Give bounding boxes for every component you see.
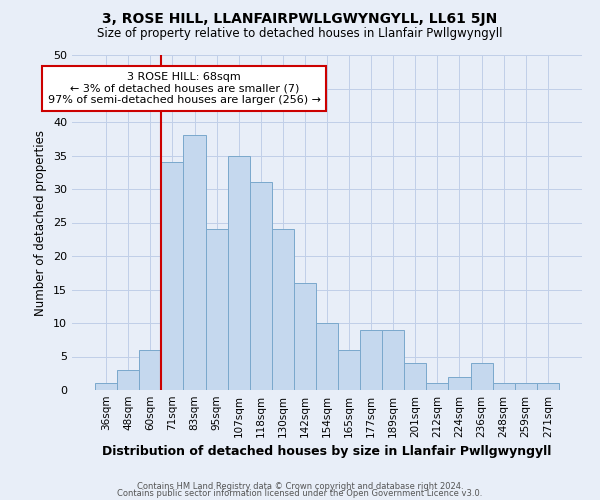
Bar: [382, 330, 404, 390]
Bar: [448, 376, 470, 390]
Bar: [316, 323, 338, 390]
X-axis label: Distribution of detached houses by size in Llanfair Pwllgwyngyll: Distribution of detached houses by size …: [103, 446, 551, 458]
Bar: [161, 162, 184, 390]
Text: 3, ROSE HILL, LLANFAIRPWLLGWYNGYLL, LL61 5JN: 3, ROSE HILL, LLANFAIRPWLLGWYNGYLL, LL61…: [103, 12, 497, 26]
Bar: [537, 384, 559, 390]
Bar: [515, 384, 537, 390]
Bar: [250, 182, 272, 390]
Bar: [227, 156, 250, 390]
Bar: [117, 370, 139, 390]
Y-axis label: Number of detached properties: Number of detached properties: [34, 130, 47, 316]
Bar: [470, 363, 493, 390]
Bar: [272, 229, 294, 390]
Bar: [95, 384, 117, 390]
Text: Contains public sector information licensed under the Open Government Licence v3: Contains public sector information licen…: [118, 489, 482, 498]
Bar: [206, 229, 227, 390]
Text: Size of property relative to detached houses in Llanfair Pwllgwyngyll: Size of property relative to detached ho…: [97, 28, 503, 40]
Text: Contains HM Land Registry data © Crown copyright and database right 2024.: Contains HM Land Registry data © Crown c…: [137, 482, 463, 491]
Text: 3 ROSE HILL: 68sqm
← 3% of detached houses are smaller (7)
97% of semi-detached : 3 ROSE HILL: 68sqm ← 3% of detached hous…: [47, 72, 320, 105]
Bar: [338, 350, 360, 390]
Bar: [427, 384, 448, 390]
Bar: [294, 283, 316, 390]
Bar: [493, 384, 515, 390]
Bar: [139, 350, 161, 390]
Bar: [404, 363, 427, 390]
Bar: [184, 136, 206, 390]
Bar: [360, 330, 382, 390]
